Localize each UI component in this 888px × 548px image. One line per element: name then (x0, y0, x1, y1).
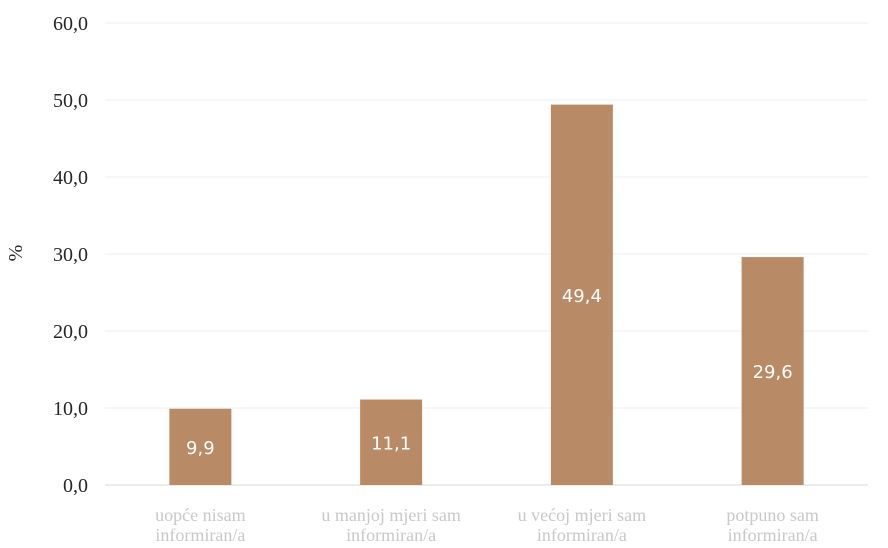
x-tick-label: uopće nisam informiran/a (155, 505, 245, 545)
y-tick-label: 20,0 (53, 321, 88, 343)
gridlines (105, 22, 868, 486)
x-tick-label: potpuno sam informiran/a (726, 505, 819, 545)
y-tick-label: 10,0 (53, 398, 88, 420)
data-label: 9,9 (186, 438, 215, 459)
y-tick-label: 50,0 (53, 90, 88, 112)
bar (741, 257, 804, 485)
data-label: 29,6 (753, 362, 793, 383)
y-axis: 0,0 10,0 20,0 30,0 40,0 50,0 60,0 (53, 13, 88, 497)
x-tick-label: u manjoj mjeri sam informiran/a (321, 505, 460, 545)
bars: 9,9 11,1 49,4 29,6 (169, 104, 804, 486)
bar (550, 104, 613, 486)
data-label: 49,4 (562, 286, 602, 307)
y-tick-label: 30,0 (53, 244, 88, 266)
bar (360, 399, 423, 485)
bar (169, 408, 232, 485)
y-tick-label: 60,0 (53, 13, 88, 35)
x-tick-label: u većoj mjeri sam informiran/a (518, 505, 646, 545)
y-tick-label: 40,0 (53, 167, 88, 189)
y-tick-label: 0,0 (63, 475, 88, 497)
x-axis: uopće nisam informiran/a u manjoj mjeri sa… (155, 505, 819, 545)
data-label: 11,1 (371, 433, 411, 454)
y-axis-label: % (5, 245, 27, 262)
